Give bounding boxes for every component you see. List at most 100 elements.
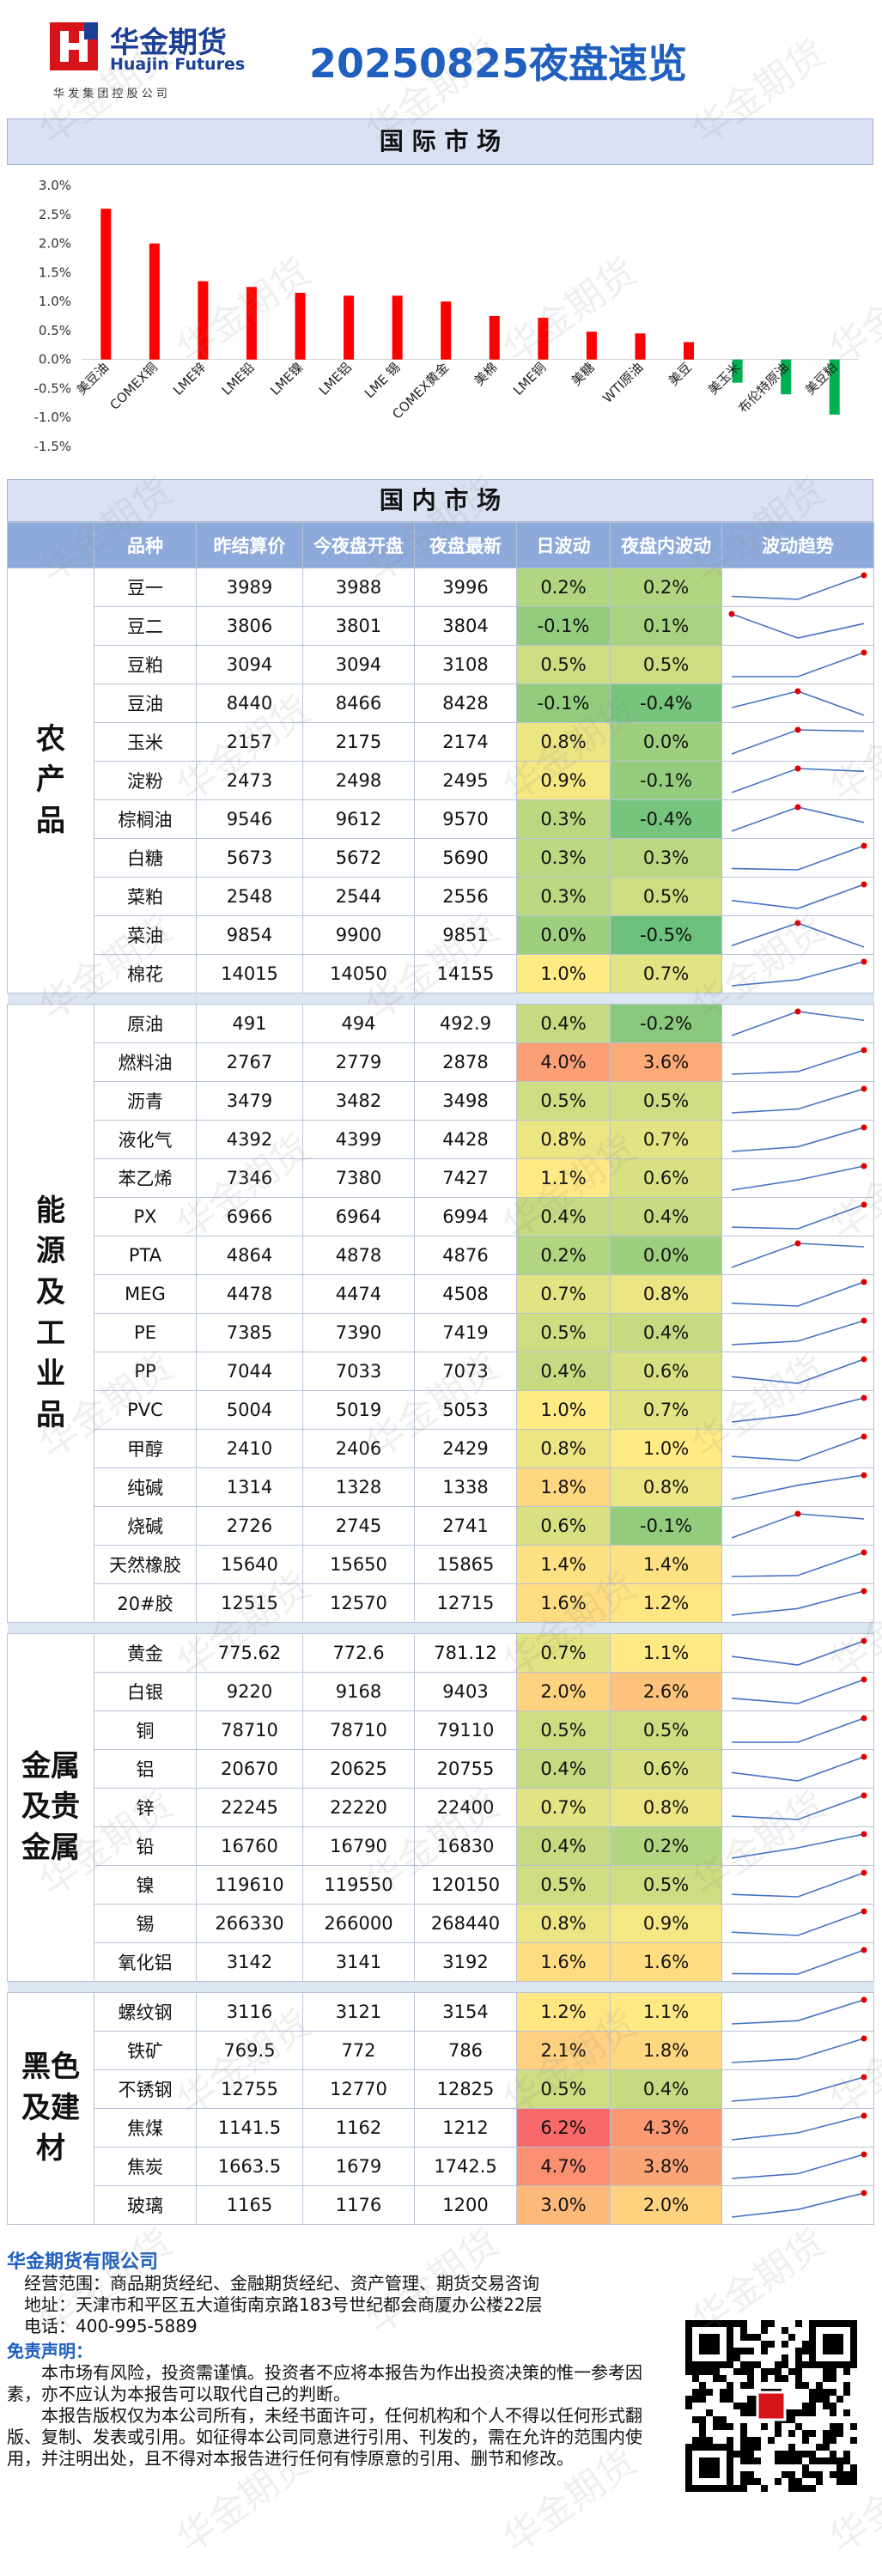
- product-name: 纯碱: [94, 1467, 197, 1507]
- price-cell: 14155: [414, 954, 517, 993]
- qr-cell: [836, 2361, 843, 2368]
- price-cell: 4392: [196, 1120, 303, 1159]
- price-cell: 1338: [414, 1467, 517, 1507]
- chart: -1.5% -1.0% -0.5% 0.0% 0.5% 1.0% 1.5% 2.0% 2.5% 3…: [33, 178, 859, 454]
- bar: [344, 295, 355, 360]
- qr-cell: [802, 2485, 809, 2492]
- qr-cell: [823, 2430, 830, 2437]
- change-cell: -0.1%: [516, 606, 611, 646]
- price-cell: 7390: [302, 1313, 415, 1352]
- trend-line: [731, 1949, 865, 1975]
- product-name: 菜粕: [94, 877, 197, 916]
- change-cell: 0.4%: [516, 1749, 611, 1789]
- data-row: 不锈钢 12755 12770 12825 0.5% 0.4%: [8, 2069, 874, 2109]
- price-cell: 2548: [196, 877, 303, 916]
- qr-cell: [830, 2458, 836, 2464]
- qr-cell: [761, 2327, 768, 2334]
- qr-cell: [795, 2423, 802, 2430]
- qr-cell: [747, 2471, 754, 2478]
- qr-cell: [740, 2423, 747, 2430]
- trend-max: [794, 1240, 801, 1247]
- qr-cell: [830, 2437, 836, 2444]
- price-cell: 1314: [196, 1467, 303, 1507]
- x-tick-label: 美棉: [471, 360, 501, 389]
- qr-cell: [830, 2423, 836, 2430]
- trend-cell: [721, 1429, 874, 1468]
- trend-max: [861, 2035, 867, 2042]
- trend-cell: [721, 1672, 874, 1711]
- change-cell: 0.8%: [516, 1904, 611, 1943]
- data-row: 豆油 8440 8466 8428 -0.1% -0.4%: [8, 683, 874, 723]
- trend-line: [731, 1011, 865, 1036]
- product-name: 氧化铝: [94, 1942, 197, 1982]
- price-cell: 3121: [302, 1992, 415, 2032]
- trend-cell: [721, 915, 874, 955]
- qr-cell: [816, 2389, 823, 2396]
- price-cell: 22400: [414, 1788, 517, 1827]
- trend-cell: [721, 1274, 874, 1314]
- sparkline: [732, 649, 867, 677]
- trend-cell: [721, 2069, 874, 2109]
- qr-cell: [720, 2389, 727, 2396]
- trend-max: [861, 881, 867, 888]
- trend-line: [731, 1088, 865, 1114]
- qr-cell: [685, 2320, 692, 2327]
- trend-max: [861, 1947, 867, 1953]
- change-cell: 0.5%: [516, 1710, 611, 1750]
- sparkline: [731, 1637, 867, 1666]
- change-cell: 1.1%: [610, 1633, 722, 1673]
- price-cell: 266330: [196, 1904, 303, 1943]
- qr-cell: [809, 2396, 816, 2403]
- product-name: 苯乙烯: [94, 1158, 197, 1198]
- x-tick-label: LME镍: [267, 360, 306, 398]
- change-cell: 1.0%: [516, 954, 611, 993]
- trend-cell: [721, 568, 874, 607]
- product-name: 锌: [94, 1788, 197, 1827]
- qr-cell: [706, 2458, 713, 2464]
- qr-cell: [823, 2361, 830, 2368]
- price-cell: 6966: [196, 1197, 303, 1236]
- section-title: 国 内 市 场: [7, 479, 873, 522]
- qr-cell: [850, 2478, 857, 2485]
- price-cell: 4428: [414, 1120, 517, 1159]
- bar: [538, 318, 549, 360]
- qr-cell: [761, 2423, 768, 2430]
- qr-cell: [754, 2478, 761, 2485]
- qr-cell: [692, 2437, 699, 2444]
- product-name: 棕榈油: [94, 799, 197, 839]
- trend-cell: [721, 1467, 874, 1507]
- product-name: 螺纹钢: [94, 1992, 197, 2032]
- qr-cell: [809, 2327, 816, 2334]
- trend-cell: [721, 954, 874, 993]
- qr-cell: [850, 2334, 857, 2341]
- price-cell: 781.12: [414, 1633, 517, 1673]
- price-cell: 12825: [414, 2069, 517, 2109]
- qr-cell: [788, 2430, 795, 2437]
- change-cell: -0.2%: [610, 1004, 722, 1043]
- trend-cell: [721, 683, 874, 723]
- qr-cell: [761, 2375, 768, 2382]
- price-cell: 8440: [196, 683, 303, 723]
- qr-cell: [699, 2471, 706, 2478]
- data-row: 烧碱 2726 2745 2741 0.6% -0.1%: [8, 1506, 874, 1546]
- bar: [732, 359, 743, 383]
- qr-cell: [788, 2409, 795, 2416]
- price-cell: 12515: [196, 1583, 303, 1623]
- qr-cell: [733, 2403, 740, 2409]
- qr-cell: [823, 2334, 830, 2341]
- price-cell: 3804: [414, 606, 517, 646]
- data-row: PX 6966 6964 6994 0.4% 0.4%: [8, 1197, 874, 1236]
- change-cell: 2.1%: [516, 2031, 611, 2070]
- qr-cell: [788, 2478, 795, 2485]
- qr-cell: [747, 2437, 754, 2444]
- qr-cell: [685, 2464, 692, 2471]
- product-name: 玉米: [94, 722, 197, 762]
- qr-cell: [823, 2375, 830, 2382]
- trend-line: [731, 1833, 865, 1859]
- data-row: 棕榈油 9546 9612 9570 0.3% -0.4%: [8, 799, 874, 839]
- qr-cell: [802, 2471, 809, 2478]
- qr-cell: [727, 2382, 733, 2389]
- price-cell: 772: [302, 2031, 415, 2070]
- qr-cell: [816, 2444, 823, 2451]
- trend-cell: [721, 1042, 874, 1082]
